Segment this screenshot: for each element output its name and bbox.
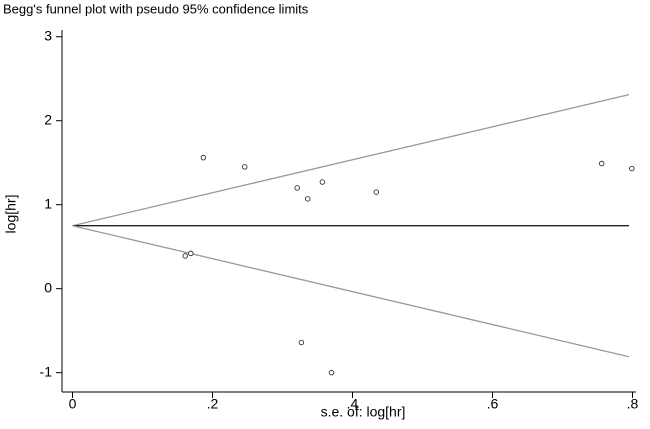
study-point xyxy=(182,253,188,259)
study-point xyxy=(373,189,380,195)
y-tick-label: 3 xyxy=(44,27,52,43)
x-tick-label: .8 xyxy=(627,396,639,412)
study-point xyxy=(294,185,300,191)
y-tick-label: 2 xyxy=(44,111,52,127)
x-tick-label: .2 xyxy=(207,396,219,412)
chart-title: Begg's funnel plot with pseudo 95% confi… xyxy=(3,1,309,16)
y-tick-label: 1 xyxy=(44,195,52,211)
study-point xyxy=(200,154,207,161)
study-point xyxy=(629,165,635,172)
limit-line xyxy=(72,94,630,227)
y-axis-label: log[hr] xyxy=(3,195,19,234)
x-tick-label: .6 xyxy=(487,396,499,412)
study-point xyxy=(188,250,194,257)
study-point xyxy=(328,369,335,376)
x-axis-label: s.e. of: log[hr] xyxy=(321,404,406,420)
x-tick-label: .4 xyxy=(347,396,359,412)
limit-line xyxy=(72,225,630,358)
study-point xyxy=(598,160,605,167)
y-tick-label: -1 xyxy=(40,363,53,379)
x-tick-label: 0 xyxy=(69,396,77,412)
study-point xyxy=(304,196,311,202)
study-point xyxy=(298,339,305,346)
study-point xyxy=(241,164,248,170)
y-tick-label: 0 xyxy=(44,279,52,295)
study-point xyxy=(319,179,326,185)
